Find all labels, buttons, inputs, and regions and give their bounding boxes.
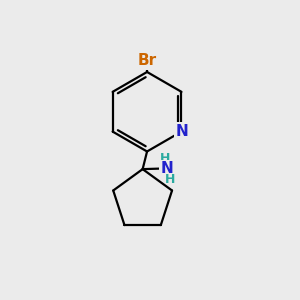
- Text: Br: Br: [137, 53, 157, 68]
- Text: H: H: [164, 173, 175, 186]
- Text: N: N: [160, 161, 173, 176]
- Text: H: H: [160, 152, 170, 165]
- Text: N: N: [176, 124, 188, 139]
